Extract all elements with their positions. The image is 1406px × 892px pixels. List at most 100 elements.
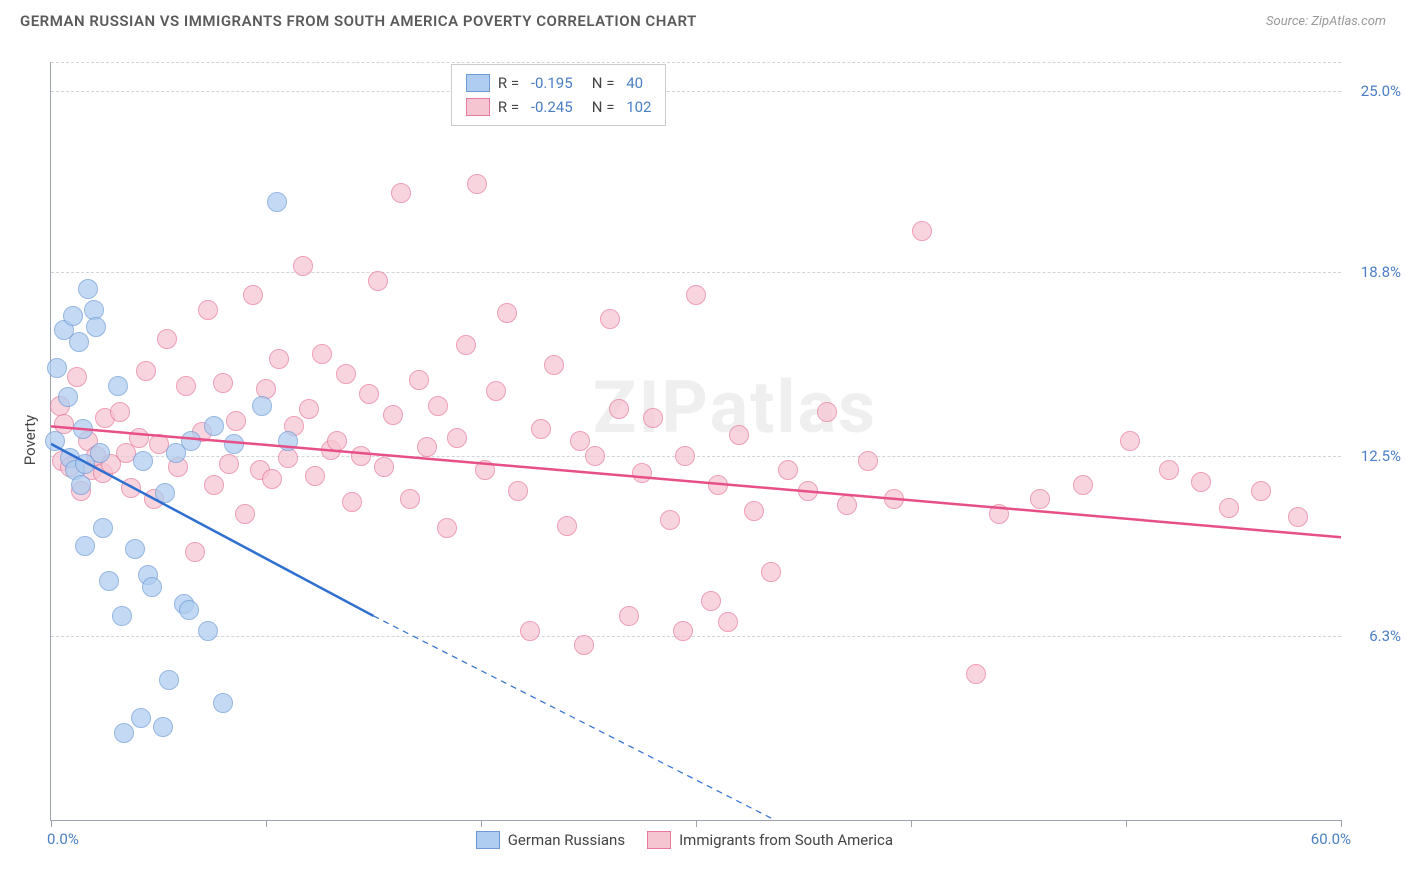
scatter-point [729,425,749,445]
scatter-point [327,431,347,451]
scatter-point [125,539,145,559]
scatter-point [224,434,244,454]
scatter-point [600,309,620,329]
scatter-point [252,396,272,416]
stat-r-label: R = [498,71,523,95]
scatter-point [858,451,878,471]
x-tick [266,820,267,827]
scatter-point [305,466,325,486]
x-tick [696,820,697,827]
scatter-point [374,457,394,477]
series-legend: German RussiansImmigrants from South Ame… [476,828,893,852]
scatter-point [198,621,218,641]
gridline-h [51,272,1341,273]
scatter-point [912,221,932,241]
x-tick [1341,820,1342,827]
scatter-point [417,437,437,457]
scatter-point [293,256,313,276]
scatter-point [176,376,196,396]
scatter-point [112,606,132,626]
scatter-point [660,510,680,530]
scatter-point [1251,481,1271,501]
scatter-point [486,381,506,401]
scatter-point [159,670,179,690]
scatter-point [299,399,319,419]
scatter-point [989,504,1009,524]
scatter-point [447,428,467,448]
scatter-point [351,446,371,466]
scatter-point [267,192,287,212]
scatter-point [78,279,98,299]
stat-r-label: R = [498,95,523,119]
scatter-point [114,723,134,743]
scatter-point [966,664,986,684]
y-tick-label: 12.5% [1361,447,1401,465]
scatter-point [235,504,255,524]
scatter-point [467,174,487,194]
gridline-h [51,456,1341,457]
scatter-point [75,536,95,556]
scatter-point [45,431,65,451]
scatter-point [73,419,93,439]
scatter-point [508,481,528,501]
legend-label: German Russians [508,828,625,852]
scatter-point [179,600,199,620]
scatter-point [1191,472,1211,492]
x-tick [1126,820,1127,827]
scatter-point [585,446,605,466]
scatter-point [544,355,564,375]
scatter-point [428,396,448,416]
legend-swatch [647,831,671,849]
stat-r-value: -0.245 [531,95,573,119]
chart-title: GERMAN RUSSIAN VS IMMIGRANTS FROM SOUTH … [20,12,697,30]
scatter-point [63,306,83,326]
scatter-point [108,376,128,396]
scatter-point [67,367,87,387]
series-legend-item: German Russians [476,828,625,852]
y-axis-title: Poverty [21,415,39,465]
stat-n-value: 40 [626,71,643,95]
chart-plot-area: 6.3%12.5%18.8%25.0%ZIPatlasPoverty0.0%60… [50,62,1341,821]
scatter-point [675,446,695,466]
scatter-point [226,411,246,431]
scatter-point [243,285,263,305]
scatter-point [185,542,205,562]
scatter-point [1159,460,1179,480]
scatter-point [47,358,67,378]
scatter-point [312,344,332,364]
scatter-point [86,317,106,337]
scatter-point [437,518,457,538]
scatter-point [368,271,388,291]
stat-n-value: 102 [626,95,651,119]
scatter-point [1030,489,1050,509]
scatter-point [213,373,233,393]
stat-r-value: -0.195 [531,71,573,95]
stats-legend-row: R = -0.195 N = 40 [466,71,652,95]
x-tick [481,820,482,827]
chart-source: Source: ZipAtlas.com [1266,14,1386,29]
scatter-point [673,621,693,641]
scatter-point [157,329,177,349]
scatter-point [129,428,149,448]
scatter-point [262,469,282,489]
scatter-point [718,612,738,632]
scatter-point [336,364,356,384]
scatter-point [531,419,551,439]
scatter-point [400,489,420,509]
scatter-point [133,451,153,471]
stat-n-label: N = [581,71,619,95]
scatter-point [204,475,224,495]
scatter-point [1073,475,1093,495]
legend-swatch [466,74,490,92]
scatter-point [456,335,476,355]
scatter-point [219,454,239,474]
scatter-point [359,384,379,404]
scatter-point [213,693,233,713]
scatter-point [744,501,764,521]
gridline-h [51,62,1341,63]
x-min-label: 0.0% [47,830,79,848]
y-tick-label: 6.3% [1369,627,1401,645]
scatter-point [99,571,119,591]
stats-legend-row: R = -0.245 N = 102 [466,95,652,119]
stat-n-label: N = [581,95,619,119]
